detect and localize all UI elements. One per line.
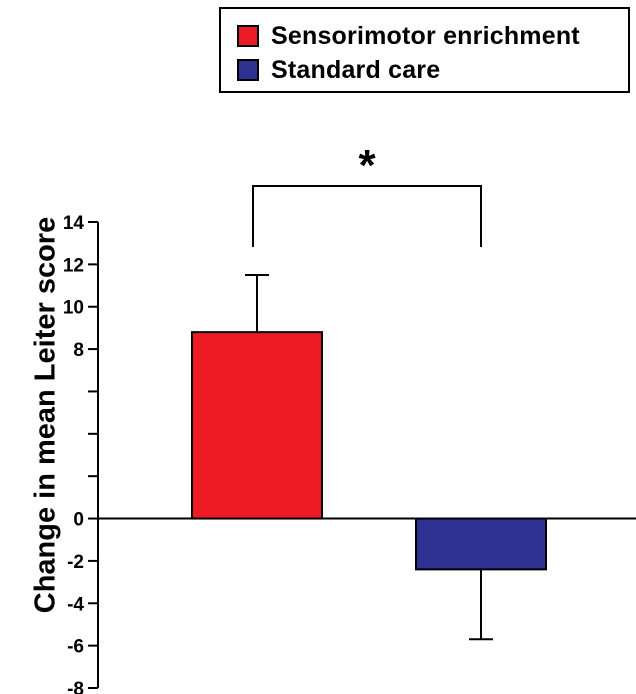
legend: Sensorimotor enrichment Standard care bbox=[219, 7, 630, 93]
y-tick-label-2: -4 bbox=[67, 594, 84, 615]
legend-swatch-standard-care bbox=[237, 59, 259, 81]
y-tick-label-4: 0 bbox=[73, 510, 84, 531]
y-tick-label-11: 14 bbox=[63, 213, 85, 234]
legend-item-standard-care: Standard care bbox=[237, 55, 440, 85]
y-tick-label-3: -2 bbox=[67, 552, 84, 573]
bar-1 bbox=[415, 517, 547, 571]
y-tick-label-9: 10 bbox=[63, 298, 84, 319]
significance-asterisk: * bbox=[358, 141, 376, 190]
y-tick-label-8: 8 bbox=[73, 340, 84, 361]
y-tick-label-1: -6 bbox=[67, 637, 84, 658]
legend-swatch-sensorimotor bbox=[237, 25, 259, 47]
y-tick-label-0: -8 bbox=[67, 679, 84, 694]
legend-label-sensorimotor: Sensorimotor enrichment bbox=[271, 21, 580, 50]
y-tick-label-10: 12 bbox=[63, 255, 84, 276]
legend-item-sensorimotor: Sensorimotor enrichment bbox=[237, 21, 580, 51]
legend-label-standard-care: Standard care bbox=[271, 55, 441, 84]
significance-bracket bbox=[252, 185, 482, 247]
bar-0 bbox=[191, 331, 323, 520]
